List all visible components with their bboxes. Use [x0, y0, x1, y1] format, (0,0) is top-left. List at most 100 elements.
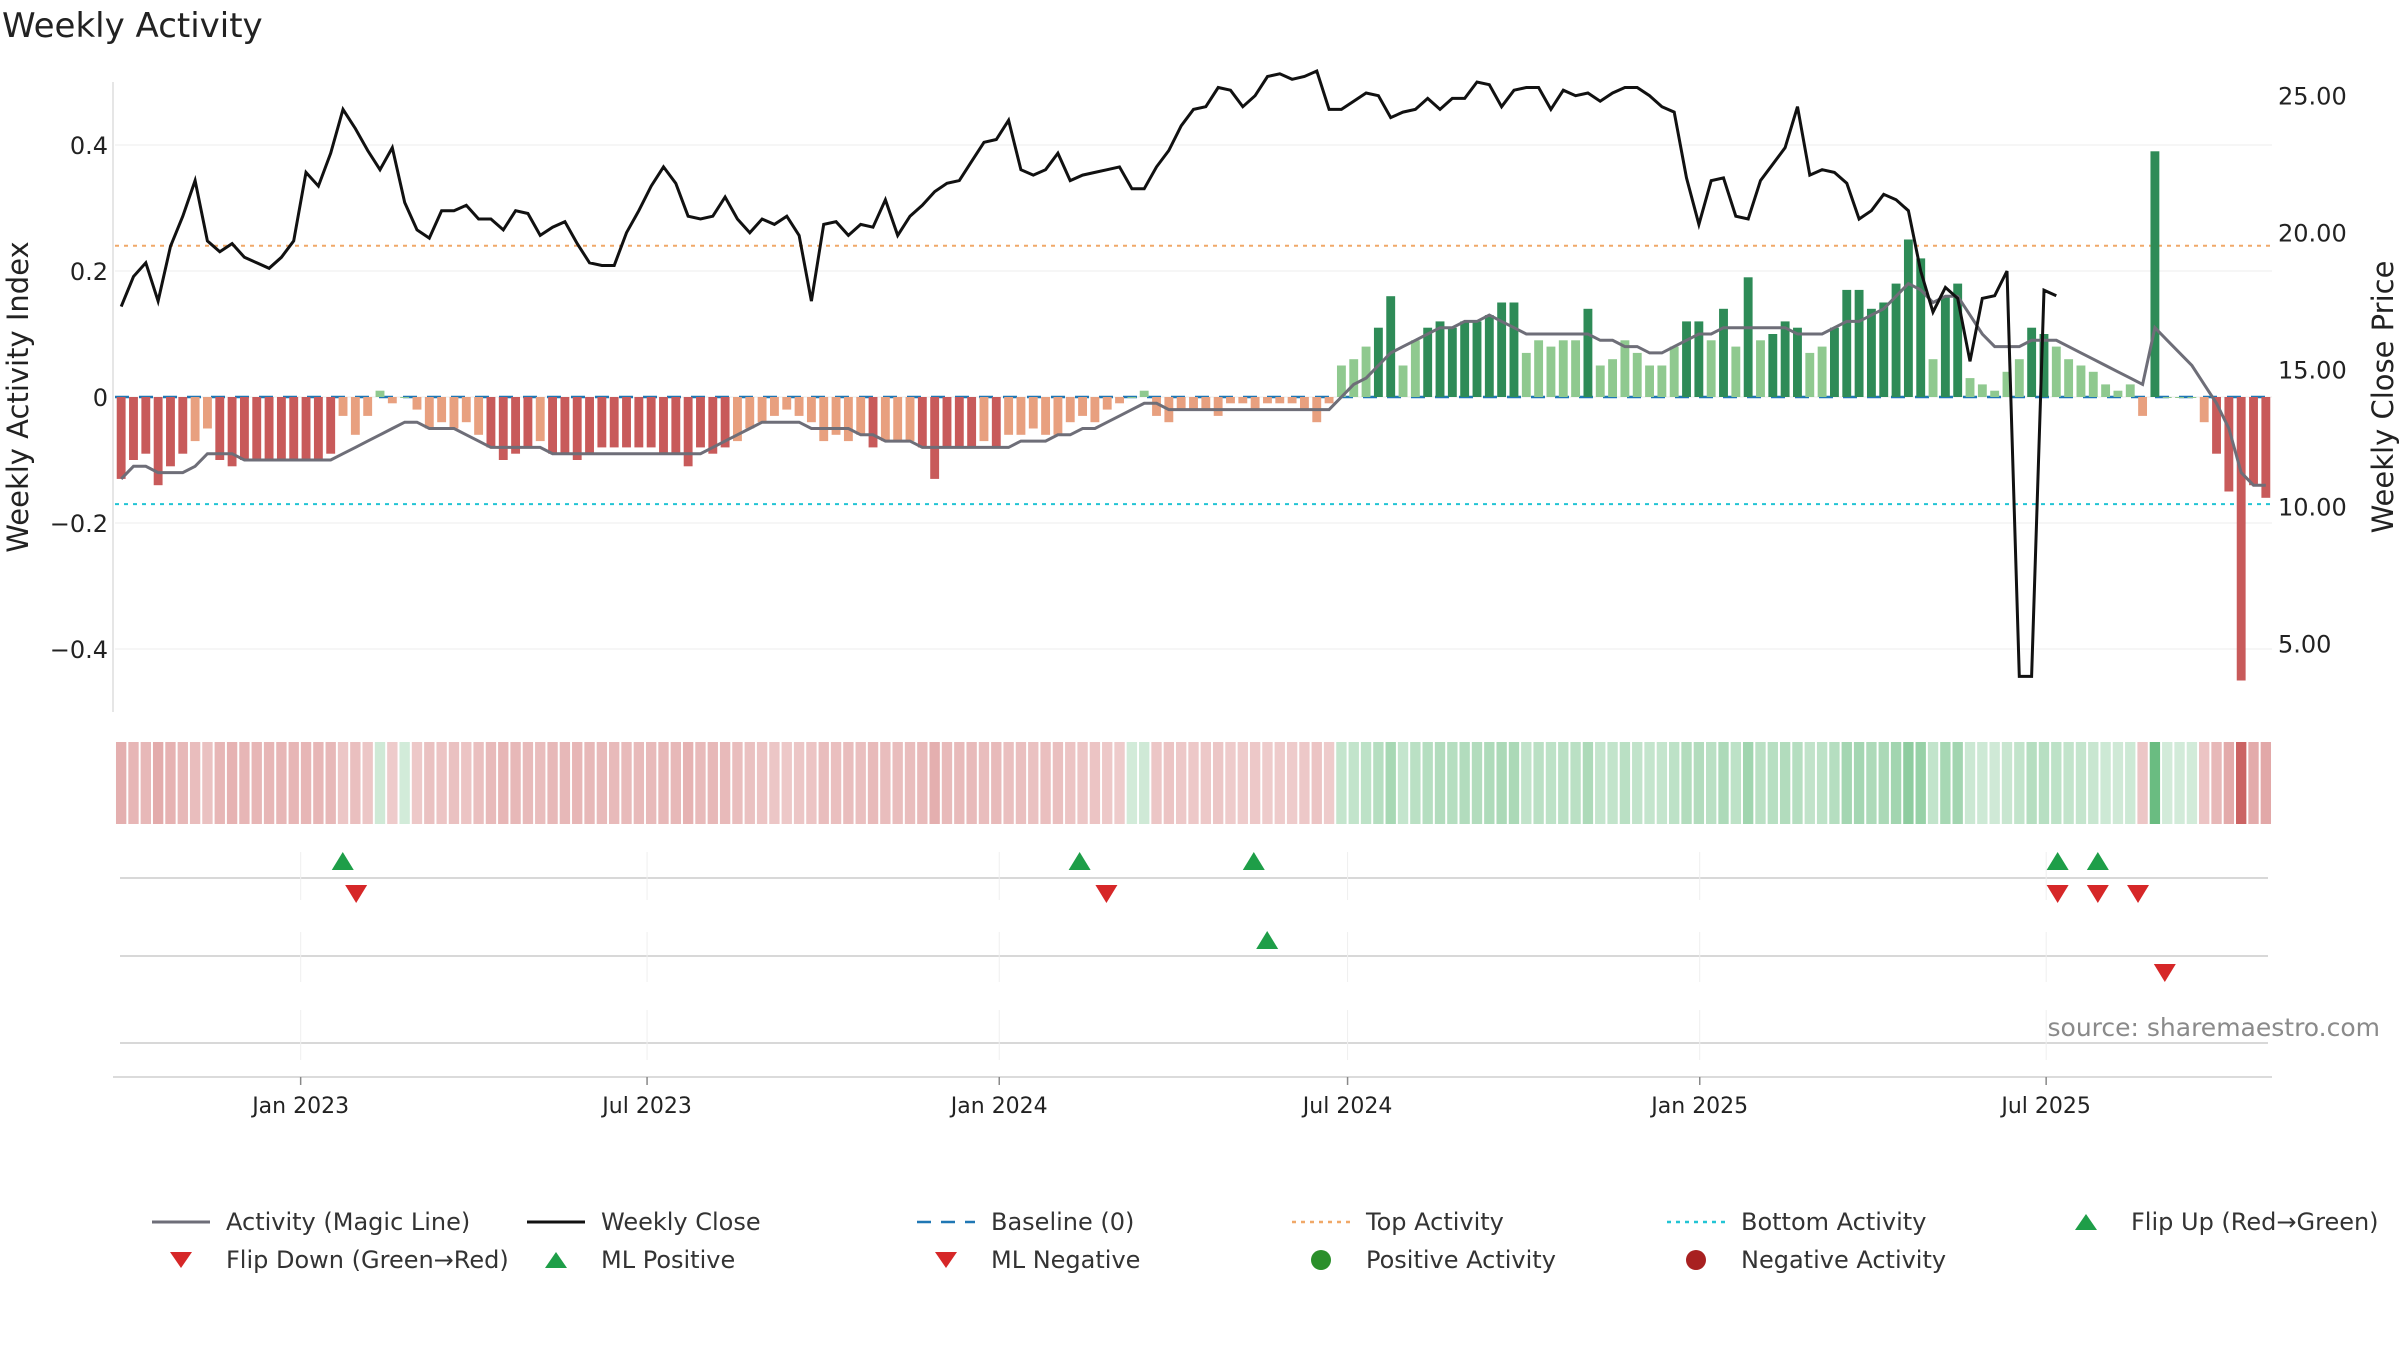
heat-strip-cell: [300, 742, 312, 824]
heat-strip-cell: [2162, 742, 2173, 824]
heat-strip-cell: [2137, 742, 2148, 824]
activity-bar: [375, 390, 385, 397]
heat-strip-cell: [1558, 742, 1569, 824]
activity-bar: [141, 397, 151, 454]
heat-strip-cell: [941, 742, 953, 824]
heat-strip-cell: [1644, 742, 1655, 824]
activity-bar: [1817, 346, 1827, 397]
heat-strip-cell: [621, 742, 632, 824]
heat-strip-cell: [1471, 742, 1483, 824]
activity-bar: [597, 397, 607, 448]
activity-bar: [2002, 371, 2012, 397]
activity-bar: [2027, 327, 2037, 397]
activity-bar: [1435, 321, 1445, 397]
y2-tick-label: 15.00: [2278, 357, 2347, 385]
activity-bar: [2113, 390, 2123, 397]
activity-bar: [2224, 397, 2234, 492]
heat-strip-cell: [2001, 742, 2013, 824]
heat-strip-cell: [1175, 742, 1187, 824]
heat-strip-cell: [1619, 742, 1631, 824]
activity-bar: [1176, 397, 1186, 410]
activity-bar: [769, 397, 779, 416]
activity-bar: [1953, 283, 1963, 397]
activity-bar: [1645, 365, 1654, 397]
y-tick-label: 0.2: [70, 258, 108, 286]
activity-bar: [930, 397, 940, 479]
y2-axis-title: Weekly Close Price: [2366, 261, 2400, 534]
x-tick-label: Jan 2025: [1649, 1094, 1748, 1119]
heat-strip-cell: [1669, 742, 1680, 824]
heat-strip-cell: [177, 742, 188, 824]
heat-strip-cell: [1595, 742, 1606, 824]
activity-bar: [560, 397, 570, 454]
heat-strip-cell: [485, 742, 497, 824]
heat-strip-cell: [682, 742, 694, 824]
heat-strip-cell: [1755, 742, 1766, 824]
heat-strip-cell: [1508, 742, 1520, 824]
activity-bar: [2212, 397, 2221, 454]
heat-strip-cell: [1410, 742, 1421, 824]
heat-strip-cell: [1422, 742, 1433, 824]
flip-up-marker: [2086, 852, 2109, 870]
heat-strip-cell: [2186, 742, 2198, 824]
flip-up-marker: [1068, 852, 1091, 870]
heat-strip-cell: [461, 742, 472, 824]
heat-strip-cell: [2075, 742, 2087, 824]
legend-label: Flip Up (Red→Green): [2131, 1208, 2379, 1236]
heat-strip-cell: [1052, 742, 1064, 824]
activity-bar: [659, 397, 668, 454]
legend-item: Weekly Close: [525, 1205, 761, 1239]
heat-strip-cell: [1114, 742, 1125, 824]
activity-bar: [1299, 397, 1309, 410]
heat-strip-cell: [1952, 742, 1963, 824]
heat-strip-cell: [1385, 742, 1396, 824]
heat-strip-cell: [128, 742, 139, 824]
heat-strip-cell: [522, 742, 534, 824]
heat-strip-cell: [1521, 742, 1532, 824]
activity-bar: [2236, 397, 2246, 681]
activity-bar: [1571, 340, 1581, 397]
chart-legend: Activity (Magic Line) Weekly Close Baselin…: [150, 1205, 2400, 1295]
flip-up-marker: [1242, 852, 1265, 870]
heat-strip-cell: [2026, 742, 2037, 824]
magic-line: [120, 281, 2266, 487]
heat-strip-cell: [1841, 742, 1852, 824]
heat-strip-cell: [2088, 742, 2099, 824]
heat-strip-cell: [239, 742, 250, 824]
activity-bar: [1829, 327, 1839, 397]
activity-bar: [1497, 302, 1507, 397]
flip-down-marker: [2127, 885, 2150, 903]
heat-strip-cell: [880, 742, 891, 824]
heat-strip-cell: [1003, 742, 1014, 824]
heat-strip-cell: [609, 742, 620, 824]
activity-bar: [1768, 334, 1778, 397]
heat-strip-cell: [411, 742, 423, 824]
heat-strip-cell: [744, 742, 755, 824]
activity-bar: [843, 397, 853, 442]
activity-bar: [178, 397, 188, 454]
activity-bar: [2175, 397, 2184, 398]
activity-bar: [905, 397, 915, 442]
activity-bar: [313, 397, 323, 460]
activity-bar: [461, 397, 471, 423]
activity-bar: [880, 397, 890, 442]
x-axis: Jan 2023 Jul 2023 Jan 2024 Jul 2024 Jan 2025…: [113, 1076, 2272, 1119]
legend-item: Positive Activity: [1290, 1243, 1556, 1277]
activity-bar: [1743, 277, 1753, 397]
heat-strip-cell: [1262, 742, 1273, 824]
activity-bar: [2051, 346, 2061, 397]
heat-strip-cell: [904, 742, 916, 824]
solid-line-grey-icon: [152, 1220, 210, 1224]
activity-bar: [967, 397, 977, 448]
activity-bar: [1657, 365, 1667, 397]
heat-strip-cell: [1040, 742, 1051, 824]
triangle-down-red-icon: [935, 1252, 957, 1268]
activity-bar: [2039, 334, 2049, 397]
activity-bar: [1410, 340, 1420, 397]
legend-label: Baseline (0): [991, 1208, 1135, 1236]
legend-item: Baseline (0): [915, 1205, 1134, 1239]
activity-bar: [2014, 359, 2024, 397]
heat-strip-cell: [1582, 742, 1594, 824]
heat-strip-cell: [263, 742, 275, 824]
heat-strip-cell: [1225, 742, 1236, 824]
